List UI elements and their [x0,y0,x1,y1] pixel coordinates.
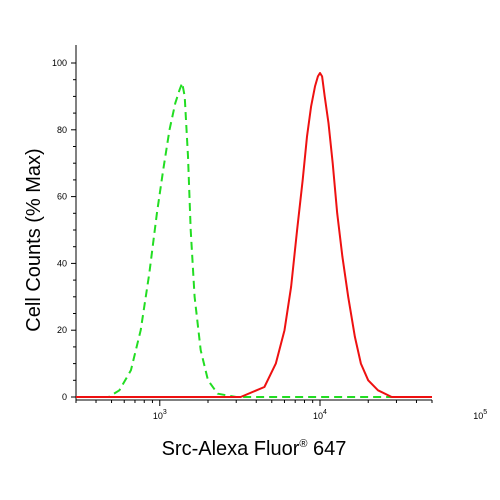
y-tick-label: 20 [57,325,67,335]
x-tick-label: 105 [473,409,487,421]
sample-histogram-line [76,72,432,398]
y-tick-label: 0 [62,392,67,402]
x-axis-title: Src-Alexa Fluor® 647 [162,438,347,460]
y-tick-label: 100 [52,58,67,68]
control-histogram-line [76,82,432,398]
chart-series [76,72,432,398]
x-tick-label: 104 [313,409,327,421]
x-tick-label: 103 [153,409,167,421]
y-tick-label: 60 [57,192,67,202]
y-tick-label: 40 [57,258,67,268]
y-axis-title: Cell Counts (% Max) [23,148,45,331]
y-tick-label: 80 [57,125,67,135]
chart-axes: 0 20 40 60 80 100 103 104 105 [52,45,487,421]
